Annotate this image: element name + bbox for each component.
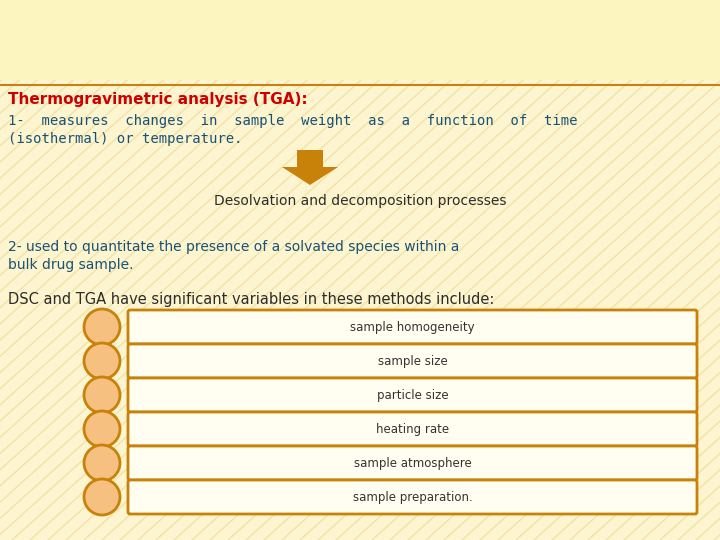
Text: sample preparation.: sample preparation. — [353, 490, 472, 503]
Text: DSC and TGA have significant variables in these methods include:: DSC and TGA have significant variables i… — [8, 292, 495, 307]
FancyBboxPatch shape — [128, 480, 697, 514]
Text: particle size: particle size — [377, 388, 449, 402]
Text: sample size: sample size — [377, 354, 447, 368]
Text: 1-  measures  changes  in  sample  weight  as  a  function  of  time
(isothermal: 1- measures changes in sample weight as … — [8, 114, 577, 146]
Text: 2- used to quantitate the presence of a solvated species within a
bulk drug samp: 2- used to quantitate the presence of a … — [8, 240, 459, 272]
Circle shape — [84, 343, 120, 379]
Circle shape — [84, 479, 120, 515]
FancyBboxPatch shape — [128, 310, 697, 344]
Circle shape — [84, 377, 120, 413]
FancyBboxPatch shape — [128, 344, 697, 378]
Bar — [0, 0, 720, 80]
Circle shape — [84, 445, 120, 481]
Text: sample atmosphere: sample atmosphere — [354, 456, 472, 469]
FancyBboxPatch shape — [128, 412, 697, 446]
Text: heating rate: heating rate — [376, 422, 449, 435]
Circle shape — [84, 309, 120, 345]
FancyBboxPatch shape — [128, 446, 697, 480]
FancyBboxPatch shape — [128, 378, 697, 412]
Text: Thermogravimetric analysis (TGA):: Thermogravimetric analysis (TGA): — [8, 92, 307, 107]
Text: Desolvation and decomposition processes: Desolvation and decomposition processes — [214, 194, 506, 208]
Circle shape — [84, 411, 120, 447]
Polygon shape — [297, 150, 323, 167]
Polygon shape — [282, 167, 338, 185]
Text: sample homogeneity: sample homogeneity — [350, 321, 474, 334]
